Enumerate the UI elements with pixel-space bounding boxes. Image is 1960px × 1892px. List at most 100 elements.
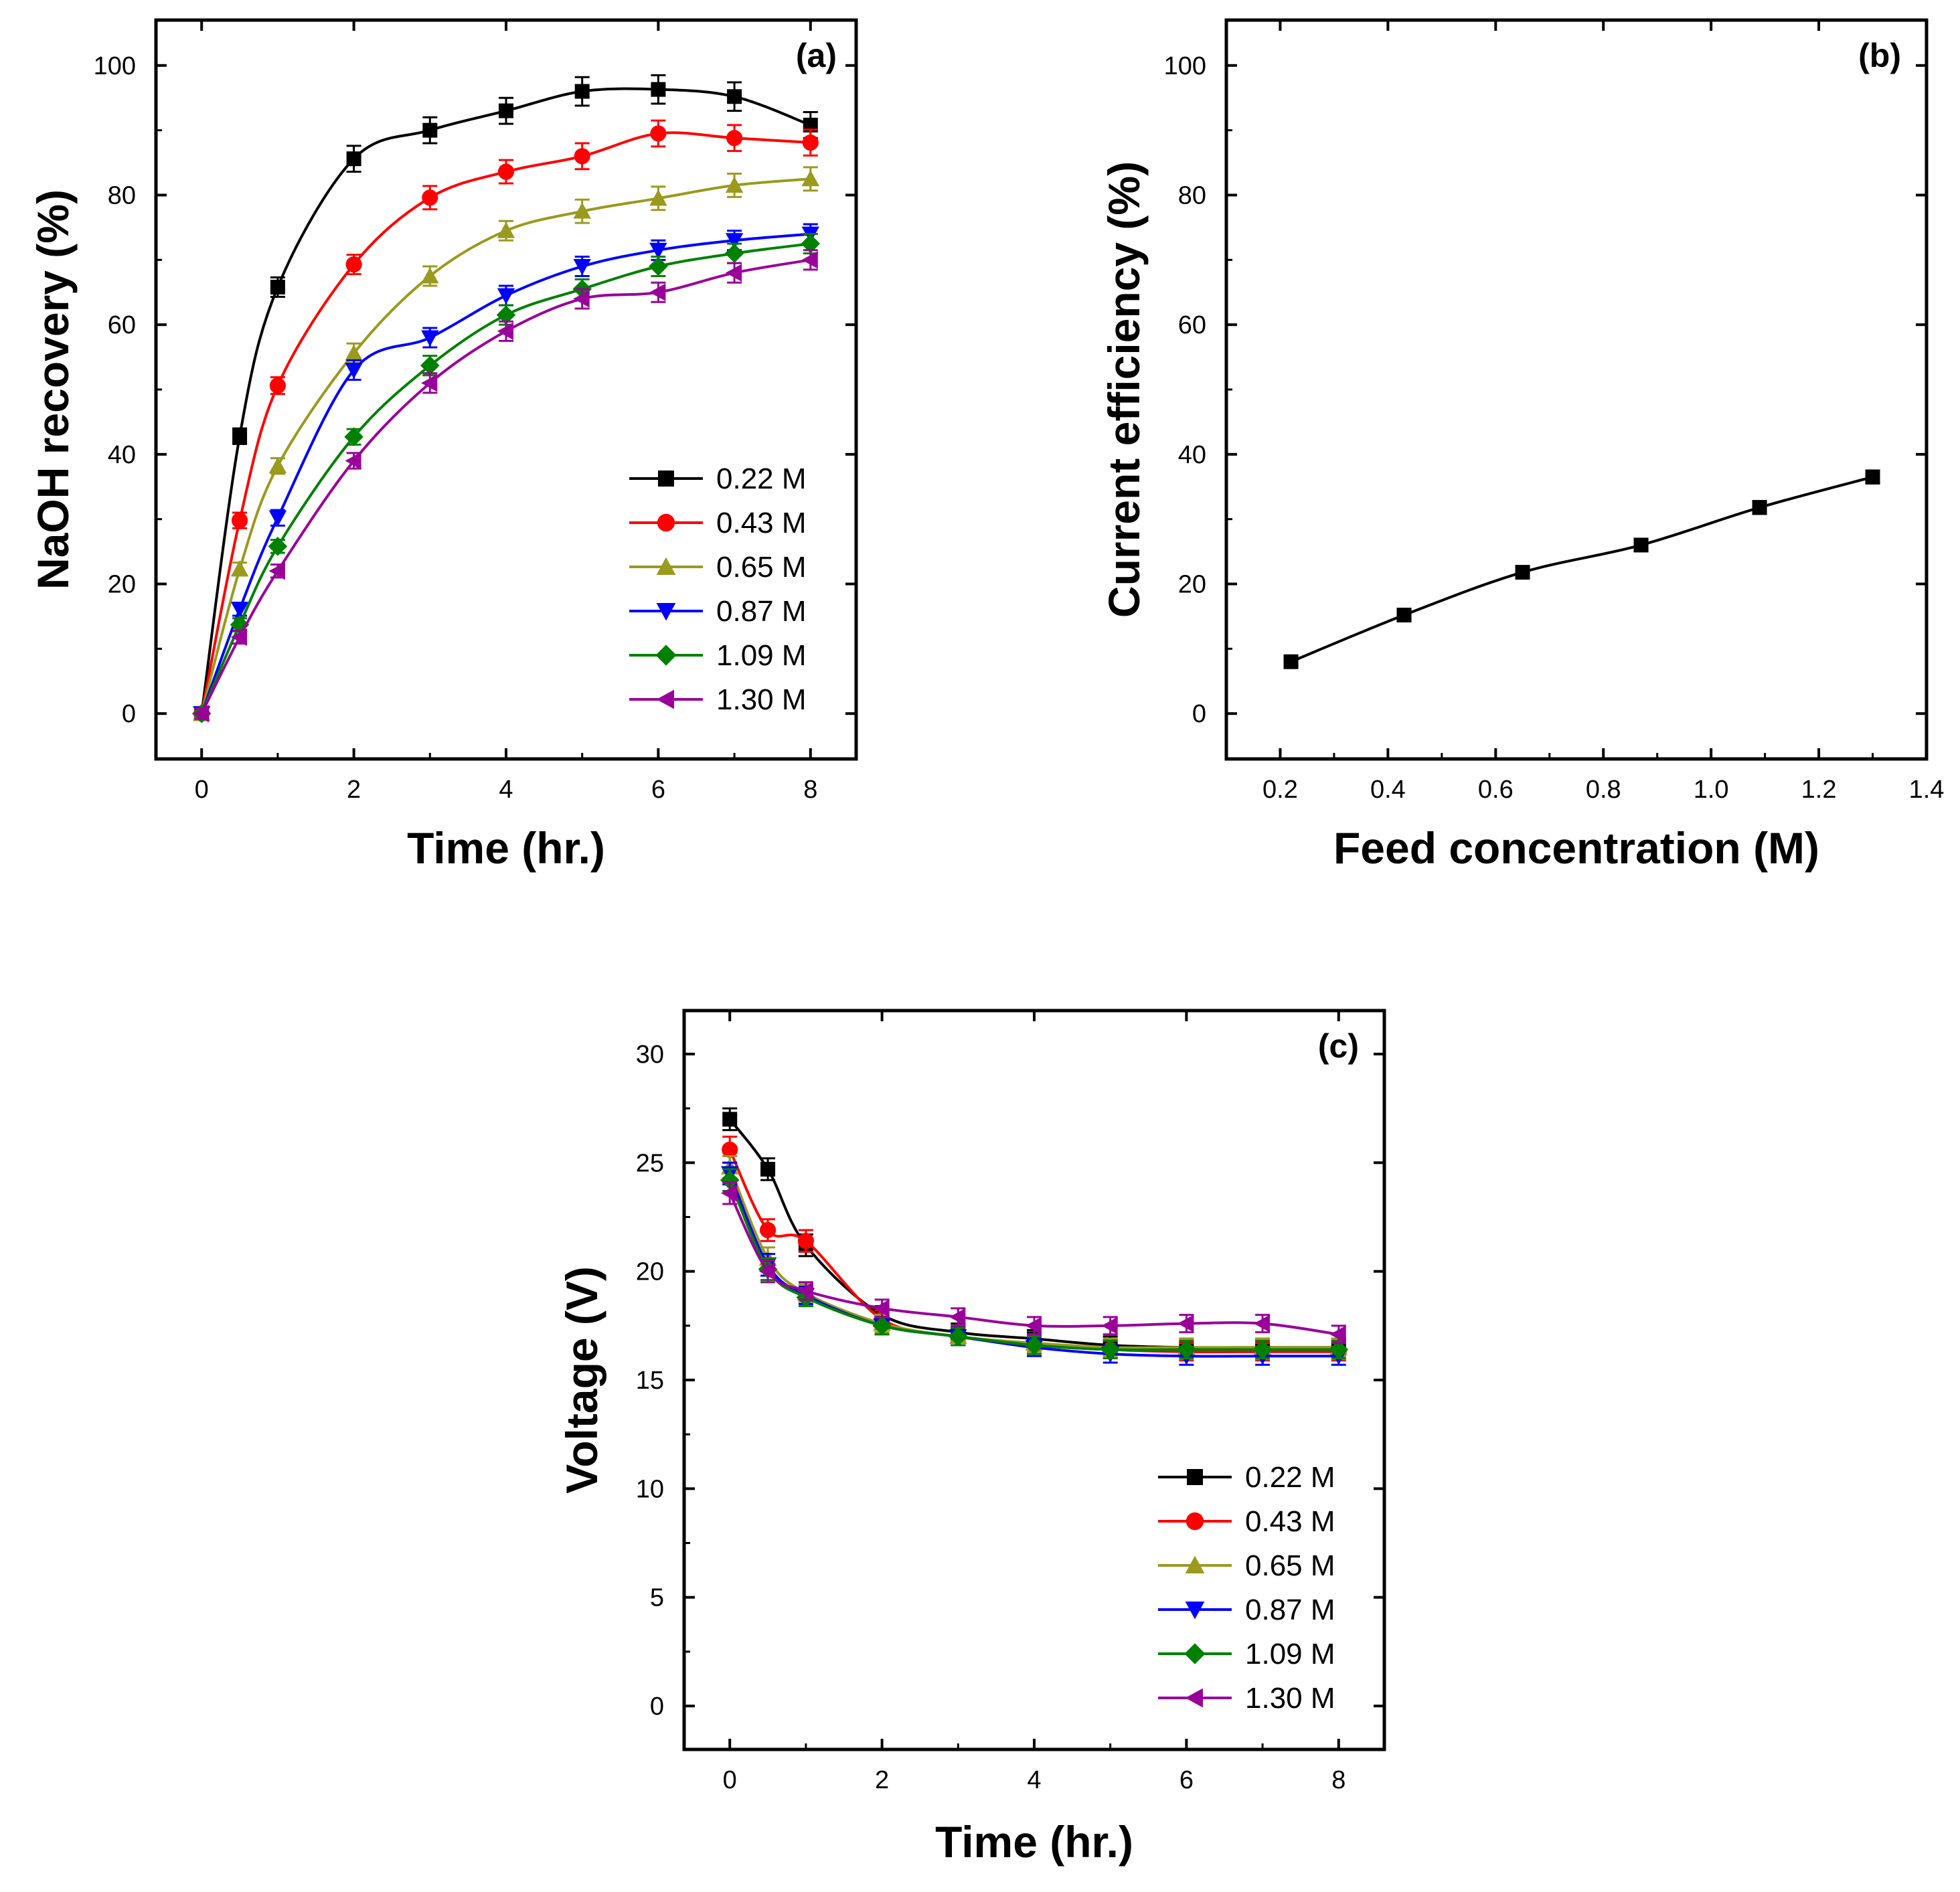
data-point [496,305,516,325]
data-point [1865,469,1880,485]
data-point [650,125,667,142]
data-point [725,176,744,193]
y-tick-label: 80 [1178,181,1206,209]
data-point [1633,537,1649,553]
data-point [1329,1340,1349,1359]
y-tick-label: 20 [1178,571,1206,599]
legend-marker [1184,1643,1206,1664]
legend-label: 0.22 M [716,462,807,495]
data-point [422,122,438,138]
y-tick-label: 60 [108,311,136,339]
data-point [497,163,515,180]
legend-label: 0.22 M [1245,1461,1335,1494]
data-point [230,602,249,618]
data-point [345,452,361,470]
data-point [720,1170,740,1190]
x-tick-label: 4 [1027,1766,1041,1794]
y-axis-label: Current efficiency (%) [1099,161,1149,618]
x-tick-label: 2 [347,776,361,804]
x-axis-label: Time (hr.) [407,823,605,873]
data-point [722,1141,738,1158]
data-point [801,170,819,187]
legend-label: 0.43 M [716,507,807,539]
legend-marker [655,644,677,666]
y-tick-label: 100 [1164,52,1206,80]
data-point [1177,1314,1194,1332]
y-axis-label: Voltage (V) [557,1266,606,1494]
data-point [422,189,438,206]
x-tick-label: 6 [651,776,665,804]
y-tick-label: 25 [636,1149,664,1177]
data-point [725,233,744,250]
data-point [797,1282,813,1300]
panel-label: (c) [1318,1027,1359,1065]
data-point [1101,1316,1118,1335]
series-1-30-m [721,1181,1346,1345]
panel-label: (b) [1858,37,1901,74]
y-axis-label: NaOH recovery (%) [28,189,78,590]
data-point [1024,1335,1044,1355]
data-point [872,1316,892,1336]
x-tick-label: 8 [803,776,817,804]
legend-label: 0.87 M [716,595,807,628]
x-tick-label: 4 [499,776,513,804]
data-point [1329,1325,1346,1344]
legend-marker [1186,1512,1204,1531]
data-point [574,148,590,165]
legend-label: 0.65 M [716,551,807,584]
series-line [200,177,811,714]
x-tick-label: 1.4 [1909,776,1945,804]
x-tick-label: 0.6 [1478,776,1514,804]
series-0-43-m [193,119,819,722]
data-point [726,130,743,147]
legend-label: 0.65 M [1245,1549,1335,1582]
data-point [573,290,590,308]
legend-label: 1.09 M [716,639,807,672]
data-point [649,256,668,276]
data-point [760,1162,776,1177]
x-tick-label: 0 [723,1766,737,1794]
data-point [1252,1340,1273,1359]
data-point [268,457,287,474]
data-point [801,251,818,269]
data-point [873,1299,890,1318]
data-point [1396,608,1412,623]
series-1-30-m [193,249,818,723]
data-point [1177,1340,1196,1359]
legend-label: 1.30 M [716,683,807,716]
y-tick-label: 40 [108,441,136,469]
data-point [421,267,439,284]
legend: 0.22 M 0.43 M 0.65 M 0.87 M 1.09 M 1.30 M [629,462,807,716]
data-point [230,628,248,647]
legend-marker [656,689,674,709]
y-tick-label: 10 [636,1475,664,1503]
data-point [649,189,667,206]
x-tick-label: 2 [875,1766,889,1794]
series-line [200,258,811,715]
series-line [728,1192,1339,1336]
data-point [727,89,742,104]
legend-marker [656,603,676,621]
data-point [193,705,210,723]
data-point [574,84,590,99]
legend-marker [658,470,674,487]
series-line [200,232,811,714]
y-tick-label: 0 [122,700,136,728]
data-point [421,330,439,347]
plot-frame [1224,18,1929,761]
legend: 0.22 M 0.43 M 0.65 M 0.87 M 1.09 M 1.30 M [1158,1461,1335,1715]
chart-panel-c: 0 2 4 6 8 0 5 10 15 20 25 30 Time (hr.) Voltage (V) (c… [557,1009,1386,1867]
y-tick-label: 0 [650,1693,664,1721]
data-point [724,244,744,263]
chart-panel-b: 0.2 0.4 0.6 0.8 1.0 1.2 1.4 0 20 40 60 80 100 Feed co… [1099,18,1945,873]
legend-label: 0.87 M [1245,1594,1335,1626]
x-tick-label: 1.0 [1694,776,1729,804]
data-point [651,82,666,97]
x-tick-label: 0.8 [1586,776,1621,804]
data-point [1752,500,1767,515]
data-point [499,103,513,118]
x-tick-label: 8 [1331,1766,1345,1794]
y-tick-label: 20 [108,571,136,599]
